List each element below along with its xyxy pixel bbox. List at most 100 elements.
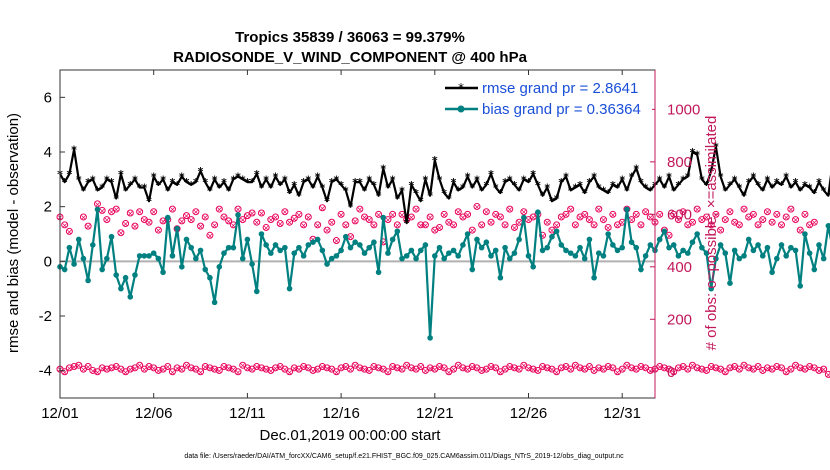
series-bias-point bbox=[436, 244, 443, 251]
obs-assimilated-low-point: × bbox=[727, 364, 734, 373]
series-bias-point bbox=[727, 280, 733, 287]
obs-assimilated-low-point: × bbox=[113, 363, 120, 372]
series-bias-point bbox=[774, 255, 780, 262]
obs-assimilated-point: × bbox=[619, 218, 626, 227]
obs-possible-low-point bbox=[726, 364, 734, 372]
series-bias-point bbox=[366, 244, 373, 251]
series-bias-point bbox=[85, 277, 91, 284]
obs-assimilated-point: × bbox=[319, 204, 326, 213]
series-rmse-point: * bbox=[371, 179, 377, 192]
obs-possible-point bbox=[590, 221, 598, 229]
obs-possible-low-point bbox=[660, 364, 668, 372]
obs-assimilated-low-point: × bbox=[305, 364, 312, 373]
obs-possible-low-point bbox=[815, 366, 823, 374]
obs-possible-low-point bbox=[225, 364, 233, 372]
obs-assimilated-low-point: × bbox=[792, 361, 799, 370]
series-rmse-point: * bbox=[287, 187, 293, 200]
obs-assimilated-low-point: × bbox=[338, 364, 345, 373]
obs-assimilated-low-point: × bbox=[211, 365, 218, 374]
obs-assimilated-point: × bbox=[628, 216, 635, 225]
series-rmse-point: * bbox=[259, 182, 265, 195]
series-rmse-point: * bbox=[572, 182, 578, 195]
series-bias-point bbox=[825, 223, 830, 229]
obs-assimilated-point: × bbox=[99, 206, 106, 215]
obs-assimilated-low-point: × bbox=[155, 366, 162, 375]
obs-assimilated-low-point: × bbox=[722, 368, 729, 377]
series-bias-point bbox=[413, 255, 419, 262]
obs-possible-point bbox=[740, 205, 748, 213]
x-tick-label: 12/16 bbox=[322, 405, 360, 422]
series-rmse-point: * bbox=[95, 184, 101, 197]
series-rmse-point: * bbox=[647, 184, 653, 197]
series-bias-point bbox=[427, 335, 433, 341]
series-rmse-point: * bbox=[446, 192, 452, 205]
obs-assimilated-point: × bbox=[263, 223, 270, 232]
obs-assimilated-low-point: × bbox=[825, 370, 830, 379]
series-rmse-point: * bbox=[352, 176, 358, 189]
obs-possible-low-point bbox=[332, 368, 340, 376]
series-rmse-point: * bbox=[685, 171, 691, 184]
obs-possible-point bbox=[197, 222, 205, 230]
obs-assimilated-point: × bbox=[605, 223, 612, 232]
series-rmse-point: * bbox=[226, 184, 232, 197]
obs-assimilated-point: × bbox=[188, 216, 195, 225]
series-bias-point bbox=[806, 250, 813, 256]
obs-assimilated-low-point: × bbox=[371, 363, 378, 372]
obs-possible-point bbox=[599, 216, 607, 224]
obs-assimilated-low-point: × bbox=[506, 363, 513, 372]
obs-possible-low-point bbox=[234, 368, 242, 376]
obs-assimilated-point: × bbox=[136, 208, 143, 217]
obs-assimilated-low-point: × bbox=[422, 366, 429, 375]
series-rmse-point: * bbox=[362, 184, 368, 197]
obs-assimilated-point: × bbox=[113, 205, 120, 214]
series-bias-point bbox=[497, 274, 504, 281]
series-bias-point bbox=[661, 228, 668, 235]
obs-possible-point bbox=[192, 208, 200, 216]
obs-assimilated-low-point: × bbox=[670, 368, 677, 377]
y-right-tick-label: 1000 bbox=[667, 101, 700, 118]
series-bias-point bbox=[488, 253, 494, 259]
series-rmse-point: * bbox=[535, 179, 541, 192]
obs-assimilated-low-point: × bbox=[319, 363, 326, 372]
series-rmse-point: * bbox=[512, 179, 518, 192]
obs-possible-point bbox=[787, 205, 795, 213]
obs-possible-point bbox=[674, 216, 682, 224]
series-rmse-point: * bbox=[71, 143, 77, 156]
obs-assimilated-low-point: × bbox=[286, 368, 293, 377]
obs-assimilated-low-point: × bbox=[249, 365, 256, 374]
obs-possible-low-point bbox=[693, 364, 701, 372]
obs-assimilated-low-point: × bbox=[689, 361, 696, 370]
series-bias-point bbox=[296, 244, 302, 251]
series-rmse-point: * bbox=[235, 171, 241, 184]
obs-assimilated-low-point: × bbox=[380, 365, 387, 374]
obs-possible-point bbox=[150, 208, 158, 216]
obs-assimilated-point: × bbox=[356, 205, 363, 214]
obs-assimilated-low-point: × bbox=[221, 363, 228, 372]
series-bias-point bbox=[666, 244, 672, 251]
obs-assimilated-low-point: × bbox=[460, 364, 467, 373]
obs-possible-point bbox=[520, 208, 528, 216]
obs-assimilated-point: × bbox=[778, 221, 785, 230]
obs-possible-point bbox=[773, 210, 781, 218]
series-bias-point bbox=[802, 231, 808, 237]
obs-assimilated-point: × bbox=[169, 205, 176, 214]
obs-possible-low-point bbox=[515, 365, 523, 373]
series-rmse-point: * bbox=[334, 173, 340, 186]
series-rmse-point: * bbox=[62, 176, 68, 189]
obs-assimilated-point: × bbox=[417, 221, 424, 230]
series-bias-point bbox=[722, 250, 729, 256]
obs-assimilated-low-point: × bbox=[497, 368, 504, 377]
footer-data-file: data file: /Users/raeder/DAI/ATM_forcXX/… bbox=[184, 453, 624, 460]
series-rmse-point: * bbox=[507, 173, 513, 186]
obs-possible-low-point bbox=[585, 363, 593, 371]
obs-possible-point bbox=[342, 221, 350, 229]
series-bias-point bbox=[160, 269, 166, 276]
series-rmse-point: * bbox=[657, 173, 663, 186]
series-bias-point bbox=[253, 288, 260, 295]
obs-assimilated-point: × bbox=[609, 210, 616, 219]
obs-possible-point bbox=[501, 221, 509, 229]
obs-possible-low-point bbox=[178, 365, 186, 373]
obs-assimilated-point: × bbox=[427, 213, 434, 222]
series-bias-point bbox=[207, 274, 213, 281]
obs-assimilated-point: × bbox=[488, 218, 495, 227]
